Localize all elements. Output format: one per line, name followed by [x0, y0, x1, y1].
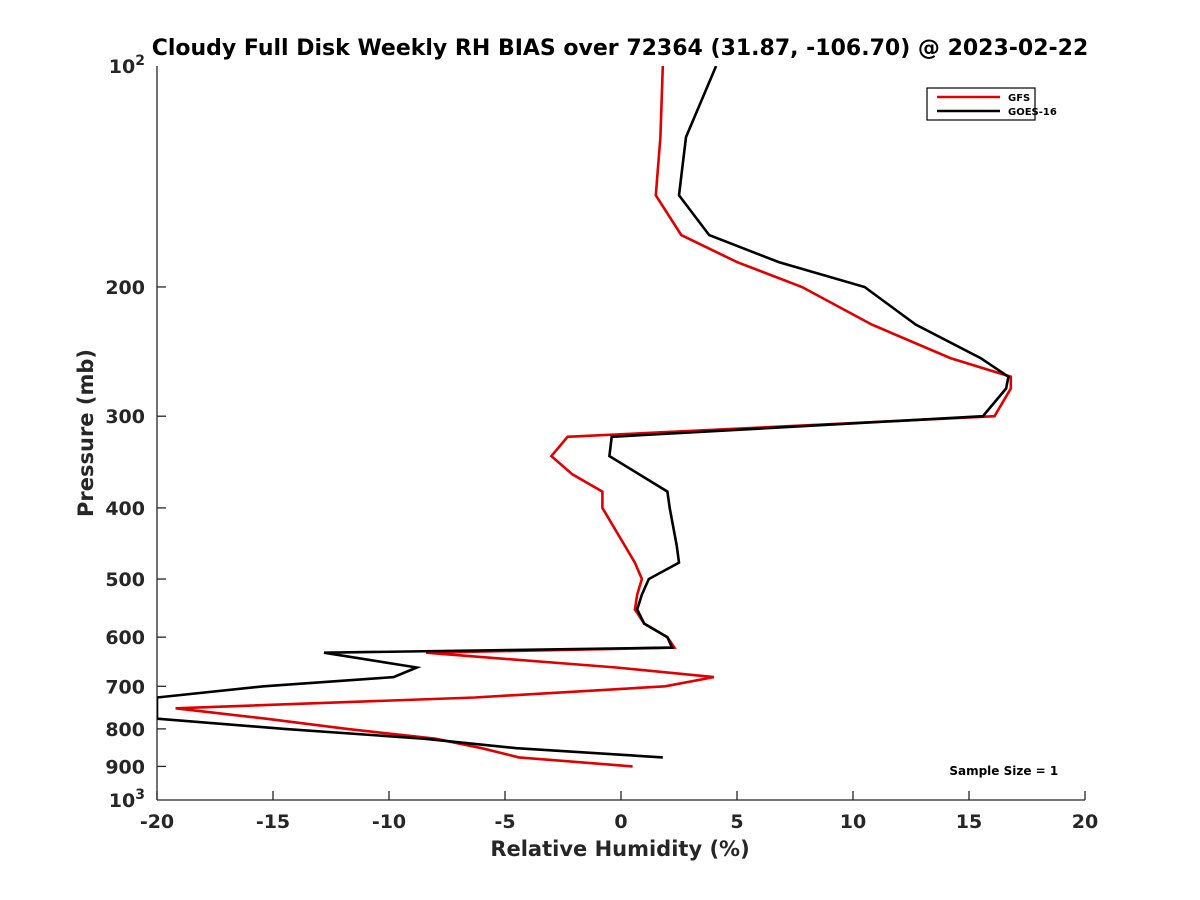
x-tick-label: -10 — [372, 811, 406, 833]
x-tick-label: -5 — [494, 811, 515, 833]
annotations: Sample Size = 1 — [949, 764, 1058, 778]
axes — [156, 66, 1086, 801]
x-axis-label: Relative Humidity (%) — [490, 837, 749, 861]
y-tick-label: 800 — [105, 719, 145, 741]
x-tick-label: -20 — [140, 811, 174, 833]
chart-title: Cloudy Full Disk Weekly RH BIAS over 723… — [152, 36, 1089, 61]
y-tick-label: 700 — [105, 676, 145, 698]
series-line-goes-16 — [157, 66, 1010, 759]
tick-labels: -20 -15 -10 -5 0 5 10 15 20 200 300 400 500 600 700 800… — [105, 53, 1098, 833]
y-tick-label: 200 — [105, 277, 145, 299]
y-decade-label: 102 — [109, 53, 145, 78]
legend: GFS GOES-16 — [926, 87, 1057, 121]
x-tick-label: 0 — [614, 811, 627, 833]
sample-size-note: Sample Size = 1 — [949, 764, 1058, 778]
y-tick-label: 900 — [105, 756, 145, 778]
y-tick-label: 500 — [105, 569, 145, 591]
series-line-gfs — [175, 66, 1013, 768]
x-tick-label: 15 — [956, 811, 982, 833]
x-tick-label: 5 — [730, 811, 743, 833]
y-tick-label: 300 — [105, 406, 145, 428]
series-lines — [157, 66, 1013, 768]
y-tick-label: 400 — [105, 498, 145, 520]
y-tick-label: 600 — [105, 627, 145, 649]
x-tick-label: -15 — [256, 811, 290, 833]
y-decade-label: 103 — [109, 787, 145, 812]
x-tick-label: 20 — [1072, 811, 1098, 833]
x-tick-label: 10 — [840, 811, 866, 833]
legend-entry: GFS — [1008, 93, 1030, 104]
y-axis-label: Pressure (mb) — [74, 349, 98, 517]
legend-entry: GOES-16 — [1008, 107, 1057, 118]
legend-box — [926, 87, 1036, 121]
